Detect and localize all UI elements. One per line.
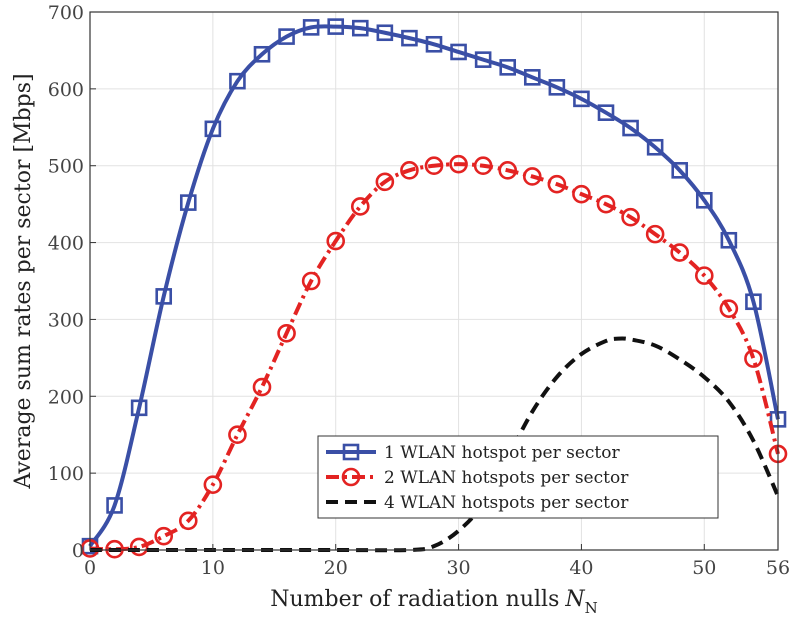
series-2-point (596, 194, 616, 214)
y-tick-label: 400 (48, 233, 84, 255)
series-2-point (228, 425, 247, 445)
axis-ticks: 0 10 20 30 40 50 56 0 100 200 300 400 500 600 700 (48, 2, 789, 579)
series-1-point (179, 194, 197, 211)
series-2-point (547, 174, 567, 194)
series-1-line (88, 24, 780, 548)
series-2-point (719, 299, 739, 318)
series-1-point (720, 231, 738, 249)
y-tick-label: 0 (72, 540, 84, 562)
series-2-point (400, 161, 419, 180)
series-2-point (326, 231, 346, 251)
series-2-point (670, 243, 690, 262)
series-2-point (301, 271, 321, 291)
x-axis-label-subscript: N (585, 599, 598, 617)
series-1-point (253, 45, 271, 63)
x-tick-label: 40 (569, 557, 593, 579)
series-1-point (671, 162, 689, 179)
series-1-point (499, 59, 517, 76)
x-tick-label: 10 (201, 557, 225, 579)
series-1-point (130, 399, 148, 417)
series-1-point (597, 104, 615, 121)
x-axis-label: Number of radiation nulls NN (270, 587, 598, 617)
series-2-point (473, 156, 493, 176)
x-tick-label: 30 (446, 557, 470, 579)
series-1-point (351, 19, 369, 37)
y-tick-label: 300 (48, 309, 84, 331)
series-2-point (129, 537, 149, 557)
x-tick-label: 56 (766, 557, 789, 579)
series-1-point (622, 119, 639, 137)
y-tick-label: 700 (48, 2, 84, 24)
y-tick-label: 500 (48, 156, 84, 178)
series-2-point (498, 161, 518, 180)
series-2-point (105, 539, 124, 559)
series-1-point (548, 79, 566, 96)
series-1-point (278, 28, 295, 45)
series-2-point (154, 526, 174, 546)
series-1-point (376, 24, 394, 42)
series-1-point (155, 288, 173, 305)
series-1 (81, 18, 787, 555)
series-1-point (327, 18, 345, 35)
series-1-point (425, 35, 443, 53)
series-1-point (523, 69, 541, 86)
series-1-point (573, 90, 590, 108)
x-axis-label-text: Number of radiation nulls (270, 587, 559, 612)
series-2-line (89, 162, 780, 552)
series-1-point (695, 192, 713, 209)
series-2-point (744, 349, 763, 368)
series-2-point (178, 511, 198, 531)
y-tick-label: 600 (48, 79, 84, 101)
series-1-point (474, 51, 492, 68)
series-2-point (203, 475, 223, 494)
series-1-point (646, 138, 664, 156)
series-1-point (106, 497, 123, 514)
y-axis-label: Average sum rates per sector [Mbps] (11, 73, 36, 489)
series-1-point (302, 19, 320, 36)
legend-box (317, 435, 719, 519)
series-1-point (401, 29, 418, 47)
legend-label-2: 2 WLAN hotspots per sector (384, 468, 629, 488)
x-tick-label: 0 (84, 557, 96, 579)
series-2-point (252, 377, 272, 397)
plot-frame (89, 11, 779, 551)
series-2-point (572, 184, 591, 204)
series-2 (80, 154, 788, 559)
series-2-point (449, 154, 468, 174)
series-2-point (424, 156, 444, 176)
series-1-point (229, 72, 246, 90)
series-1-point (745, 293, 762, 311)
series-2-point (694, 266, 714, 285)
legend-marker-2 (341, 467, 361, 487)
series-2-point (375, 172, 395, 192)
legend: 1 WLAN hotspot per sector 2 WLAN hotspots… (317, 435, 719, 519)
x-axis-label-symbol: N (564, 587, 585, 612)
series-2-point (645, 224, 665, 244)
legend-label-1: 1 WLAN hotspot per sector (384, 443, 620, 463)
series-1-point (204, 120, 222, 138)
y-tick-label: 200 (48, 386, 84, 408)
series-1-point (450, 43, 467, 61)
series-2-point (621, 207, 640, 227)
legend-label-3: 4 WLAN hotspots per sector (384, 493, 629, 513)
series-2-point (350, 197, 370, 216)
legend-marker-1 (342, 443, 360, 461)
series-2-point (277, 323, 296, 343)
x-tick-label: 20 (324, 557, 348, 579)
y-tick-label: 100 (48, 463, 84, 485)
x-tick-label: 50 (692, 557, 716, 579)
series-2-point (522, 167, 542, 186)
